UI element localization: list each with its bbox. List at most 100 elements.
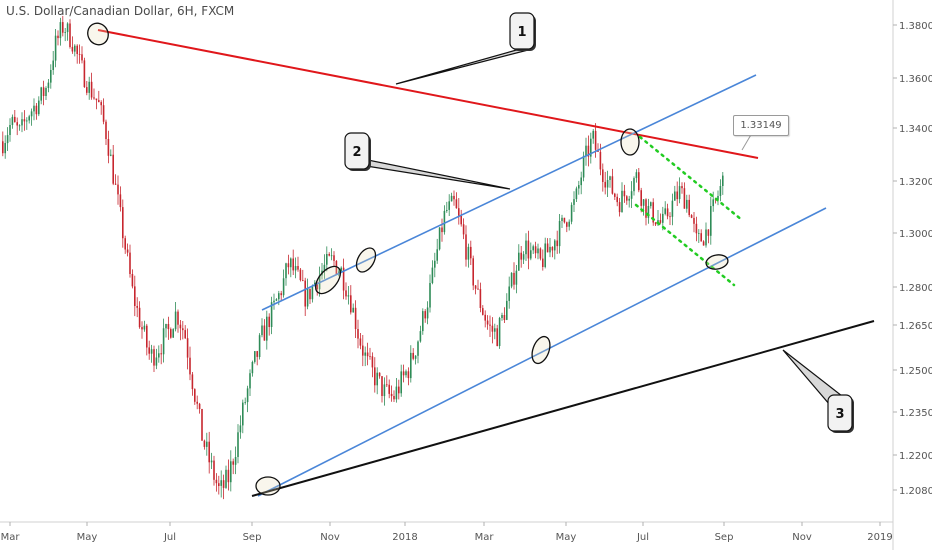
candle-body [455, 199, 458, 209]
time-tick-label: May [556, 532, 577, 543]
candle-body [11, 116, 14, 125]
candle-body [614, 193, 616, 197]
candle-body [218, 483, 220, 486]
candle-body [225, 469, 227, 488]
candle-body [227, 469, 230, 483]
candle-body [683, 188, 686, 209]
candle-body [28, 116, 30, 121]
highlight-ellipse [314, 265, 342, 295]
trendlines-layer [97, 29, 875, 497]
candle-body [369, 356, 371, 357]
channel-upper-line [261, 74, 757, 311]
highlight-ellipse [355, 247, 377, 273]
candle-body [530, 250, 532, 259]
candle-body [354, 307, 357, 329]
candle-body [474, 285, 477, 289]
candle-body [402, 371, 405, 376]
candle-body [129, 252, 131, 274]
candle-body [640, 190, 642, 206]
candle-body [352, 307, 354, 313]
candle-body [645, 199, 647, 218]
candle-body [522, 254, 525, 260]
candle-body [465, 234, 467, 260]
candle-body [546, 243, 549, 253]
candle-body [52, 60, 54, 70]
candle-body [42, 87, 45, 96]
candle-body [472, 258, 474, 286]
price-tick-label: 1.28000 [899, 283, 932, 294]
candle-body [374, 367, 376, 386]
candle-body [434, 260, 436, 268]
candle-body [669, 216, 671, 218]
time-tick-label: Mar [475, 532, 495, 543]
candle-body [150, 349, 153, 354]
candle-body [616, 196, 618, 203]
candle-body [419, 331, 422, 342]
candle-body [102, 105, 105, 122]
candle-body [201, 409, 203, 441]
candle-body [436, 249, 438, 261]
candle-body [62, 22, 64, 33]
candle-body [112, 154, 114, 184]
candle-body [611, 176, 614, 194]
candle-body [148, 347, 150, 354]
channel-lower-line [257, 207, 827, 497]
candle-body [527, 240, 530, 259]
candle-body [426, 307, 429, 319]
candle-body [441, 227, 443, 233]
candle-body [292, 258, 294, 271]
candle-body [126, 249, 129, 253]
trendline-1 [97, 29, 759, 159]
candle-body [4, 143, 6, 154]
candle-body [302, 280, 304, 281]
candle-body [479, 289, 482, 308]
candle-body [170, 329, 172, 338]
candle-body [599, 151, 602, 170]
candle-body [189, 357, 191, 375]
candle-body [30, 111, 33, 117]
candle-body [263, 325, 266, 341]
candle-body [158, 353, 160, 358]
candle-body [621, 190, 623, 213]
candle-body [258, 335, 261, 357]
candle-body [662, 213, 664, 223]
price-tick-label: 1.36000 [899, 74, 932, 85]
candle-body [309, 288, 311, 300]
candle-body [21, 119, 23, 126]
candle-body [26, 120, 28, 122]
time-tick-label: Nov [792, 532, 812, 543]
candle-body [297, 266, 299, 270]
candle-body [256, 351, 258, 357]
candle-body [407, 371, 410, 379]
callout-3-box [827, 394, 853, 432]
candle-body [2, 141, 4, 154]
candle-body [414, 355, 417, 359]
price-tick-label: 1.23500 [899, 408, 932, 419]
candle-body [81, 54, 83, 61]
candle-body [220, 480, 222, 486]
candle-body [359, 338, 362, 346]
candle-body [498, 318, 501, 346]
highlight-ellipse [531, 335, 551, 365]
callout-2-box [344, 132, 370, 170]
callout-2-pointer [358, 159, 511, 190]
candle-body [294, 266, 297, 271]
candle-body [633, 178, 635, 192]
candle-body [484, 314, 486, 321]
candle-body [503, 315, 506, 320]
time-axis[interactable]: Mar May Jul Sep Nov 2018 Mar May Jul Sep Nov 2019 [0, 521, 893, 543]
candle-body [376, 372, 378, 386]
candle-body [304, 280, 306, 307]
candle-body [155, 357, 158, 366]
candle-body [287, 263, 290, 268]
candle-body [520, 252, 522, 260]
callout-2-label: 2 [352, 145, 361, 160]
candle-body [242, 402, 244, 426]
price-axis[interactable]: 1.38000 1.36000 1.34000 1.32000 1.30000 1.280… [892, 0, 932, 550]
candle-body [153, 349, 155, 366]
candle-body [568, 221, 570, 227]
candle-body [587, 145, 590, 157]
candle-body [410, 352, 412, 379]
price-tick-label: 1.20800 [899, 486, 932, 497]
